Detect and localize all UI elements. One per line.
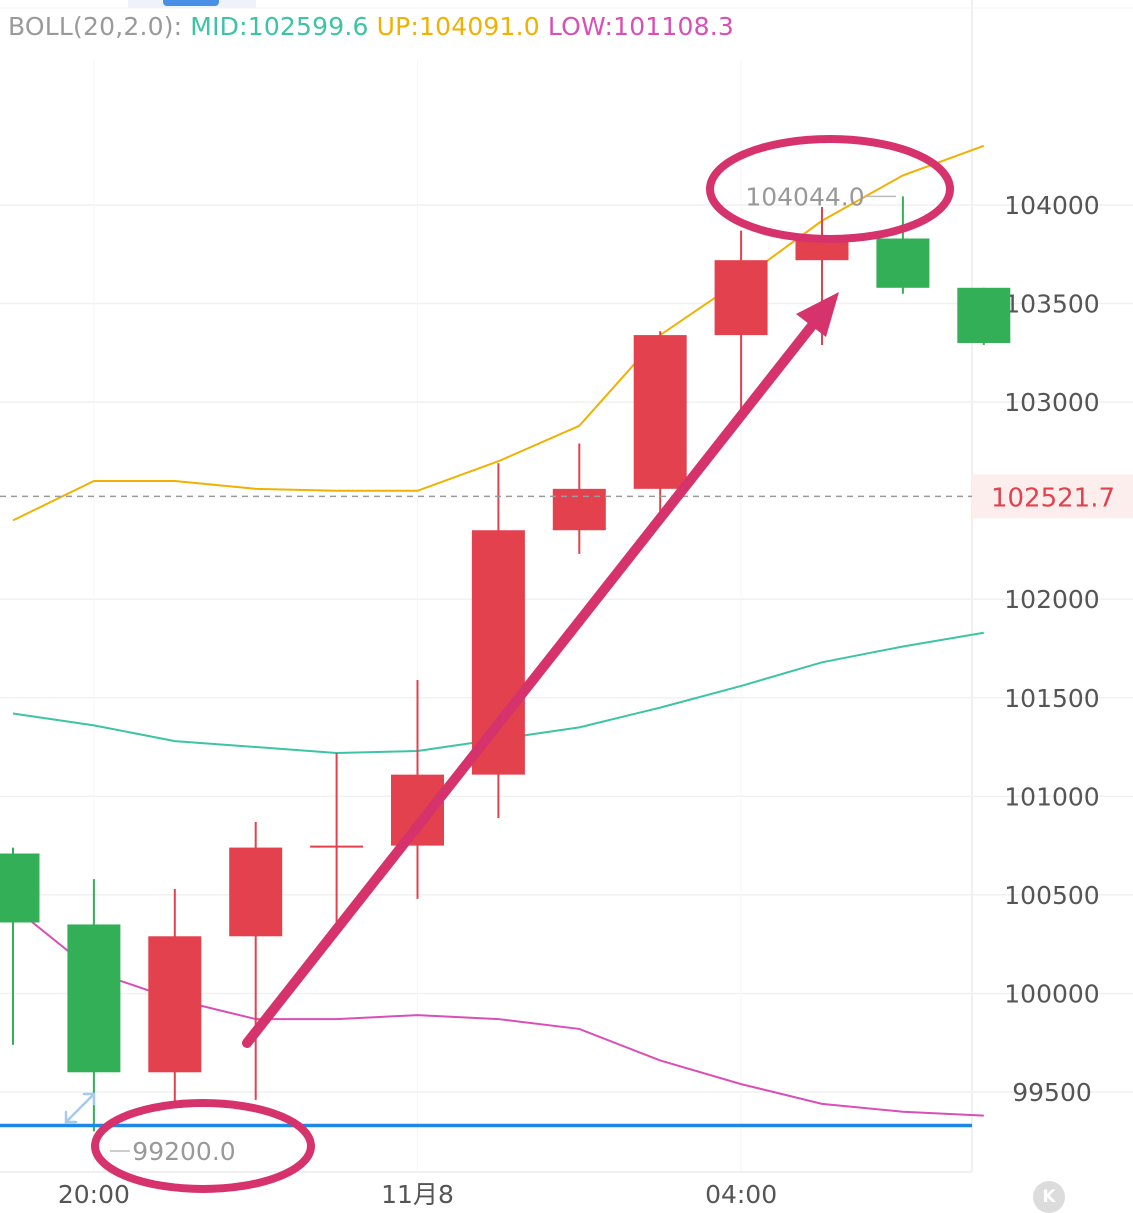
candle-body-3 [229, 847, 283, 937]
current-price-label: 102521.7 [991, 483, 1115, 513]
x-tick-label-0: 20:00 [58, 1180, 130, 1209]
annotations: 104044.0 99200.0 [64, 135, 954, 1193]
candle-body-9 [714, 260, 768, 336]
candle-body-8 [633, 335, 687, 489]
boll-legend-up: UP:104091.0 [376, 12, 540, 41]
current-price-tag [972, 474, 1133, 519]
candle-body-6 [471, 530, 525, 775]
expand-icon[interactable] [64, 1092, 96, 1124]
candle-body-2 [148, 936, 202, 1073]
x-tick-label-1: 11月8 [381, 1180, 454, 1209]
expand-icon-head-b [82, 1092, 96, 1106]
expand-icon-head-a [64, 1110, 78, 1124]
candles [0, 196, 1011, 1132]
candle-body-12 [957, 287, 1011, 343]
y-tick-label-101500: 101500 [1004, 684, 1099, 713]
top-tab-indicator[interactable] [163, 0, 219, 6]
y-tick-label-100500: 100500 [1004, 881, 1099, 910]
candle-body-11 [876, 238, 930, 288]
high-marker-label: 104044.0 [745, 182, 864, 211]
y-tick-label-99500: 99500 [1012, 1078, 1092, 1107]
candle-body-0 [0, 853, 40, 923]
y-tick-label-100000: 100000 [1004, 979, 1099, 1008]
high-circle-annotation [706, 135, 954, 243]
boll-legend-name: BOLL(20,2.0): [8, 12, 183, 41]
axis-labels: 104000 103500 103000 102000 101500 101000 1005… [58, 191, 1100, 1209]
boll-legend: BOLL(20,2.0): MID:102599.6 UP:104091.0 LOW:… [8, 12, 742, 41]
y-tick-label-101000: 101000 [1004, 782, 1099, 811]
x-tick-label-2: 04:00 [705, 1180, 777, 1209]
uptrend-arrow-head [796, 292, 839, 337]
candle-body-4 [310, 845, 364, 848]
k-button[interactable]: K [1033, 1181, 1065, 1213]
y-tick-label-104000: 104000 [1004, 191, 1099, 220]
y-tick-label-103500: 103500 [1004, 290, 1099, 319]
y-tick-label-102000: 102000 [1004, 585, 1099, 614]
candle-body-7 [552, 488, 606, 531]
low-circle-annotation [91, 1099, 315, 1193]
low-marker-label: 99200.0 [132, 1137, 235, 1166]
boll-legend-low: LOW:101108.3 [547, 12, 734, 41]
candle-body-1 [67, 924, 121, 1073]
y-tick-label-103000: 103000 [1004, 388, 1099, 417]
expand-icon-stroke [64, 1092, 96, 1124]
candle-body-10 [795, 238, 849, 261]
boll-legend-mid: MID:102599.6 [190, 12, 369, 41]
price-overlays: 102521.7 [0, 474, 1133, 1128]
uptrend-arrow-shaft [242, 313, 823, 1048]
